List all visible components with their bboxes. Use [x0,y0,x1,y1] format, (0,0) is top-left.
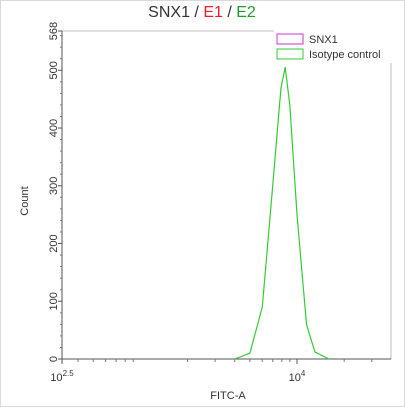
series-layer [234,66,330,360]
y-tick-label: 300 [48,177,60,195]
title-separator: / [223,4,236,21]
legend-swatch-isotype-control [276,48,304,60]
title-e1: E1 [203,4,223,21]
y-tick-label: 100 [48,292,60,310]
title-separator: / [190,4,203,21]
y-tick-label: 0 [48,356,60,362]
y-tick-label: 200 [48,234,60,252]
y-tick-label: 500 [48,61,60,79]
y-tick-label: 568 [48,22,60,40]
plot-border [61,30,392,360]
legend-background [274,29,394,63]
y-axis-title: Count [19,186,31,215]
legend-label-isotype-control: Isotype control [309,49,381,61]
legend-label-snx1: SNX1 [309,34,338,46]
chart-title-text: SNX1 / E1 / E2 [148,4,256,21]
y-axis: 0 100 200 300 400 500 568 [48,22,63,362]
x-axis-title: FITC-A [210,390,246,402]
title-e2: E2 [236,4,256,21]
y-tick-label: 400 [48,119,60,137]
plot-area [61,30,392,360]
legend-swatch-snx1 [276,33,304,45]
title-snx1: SNX1 [148,4,190,21]
x-tick-label: 102.5 [50,369,74,384]
legend: SNX1 Isotype control [274,29,394,63]
x-axis: 102.5104105106107107.6 [50,358,391,384]
chart-title: SNX1 / E1 / E2 [148,4,256,21]
x-tick-label: 104 [289,369,306,384]
series-line-isotype-control [234,66,330,360]
